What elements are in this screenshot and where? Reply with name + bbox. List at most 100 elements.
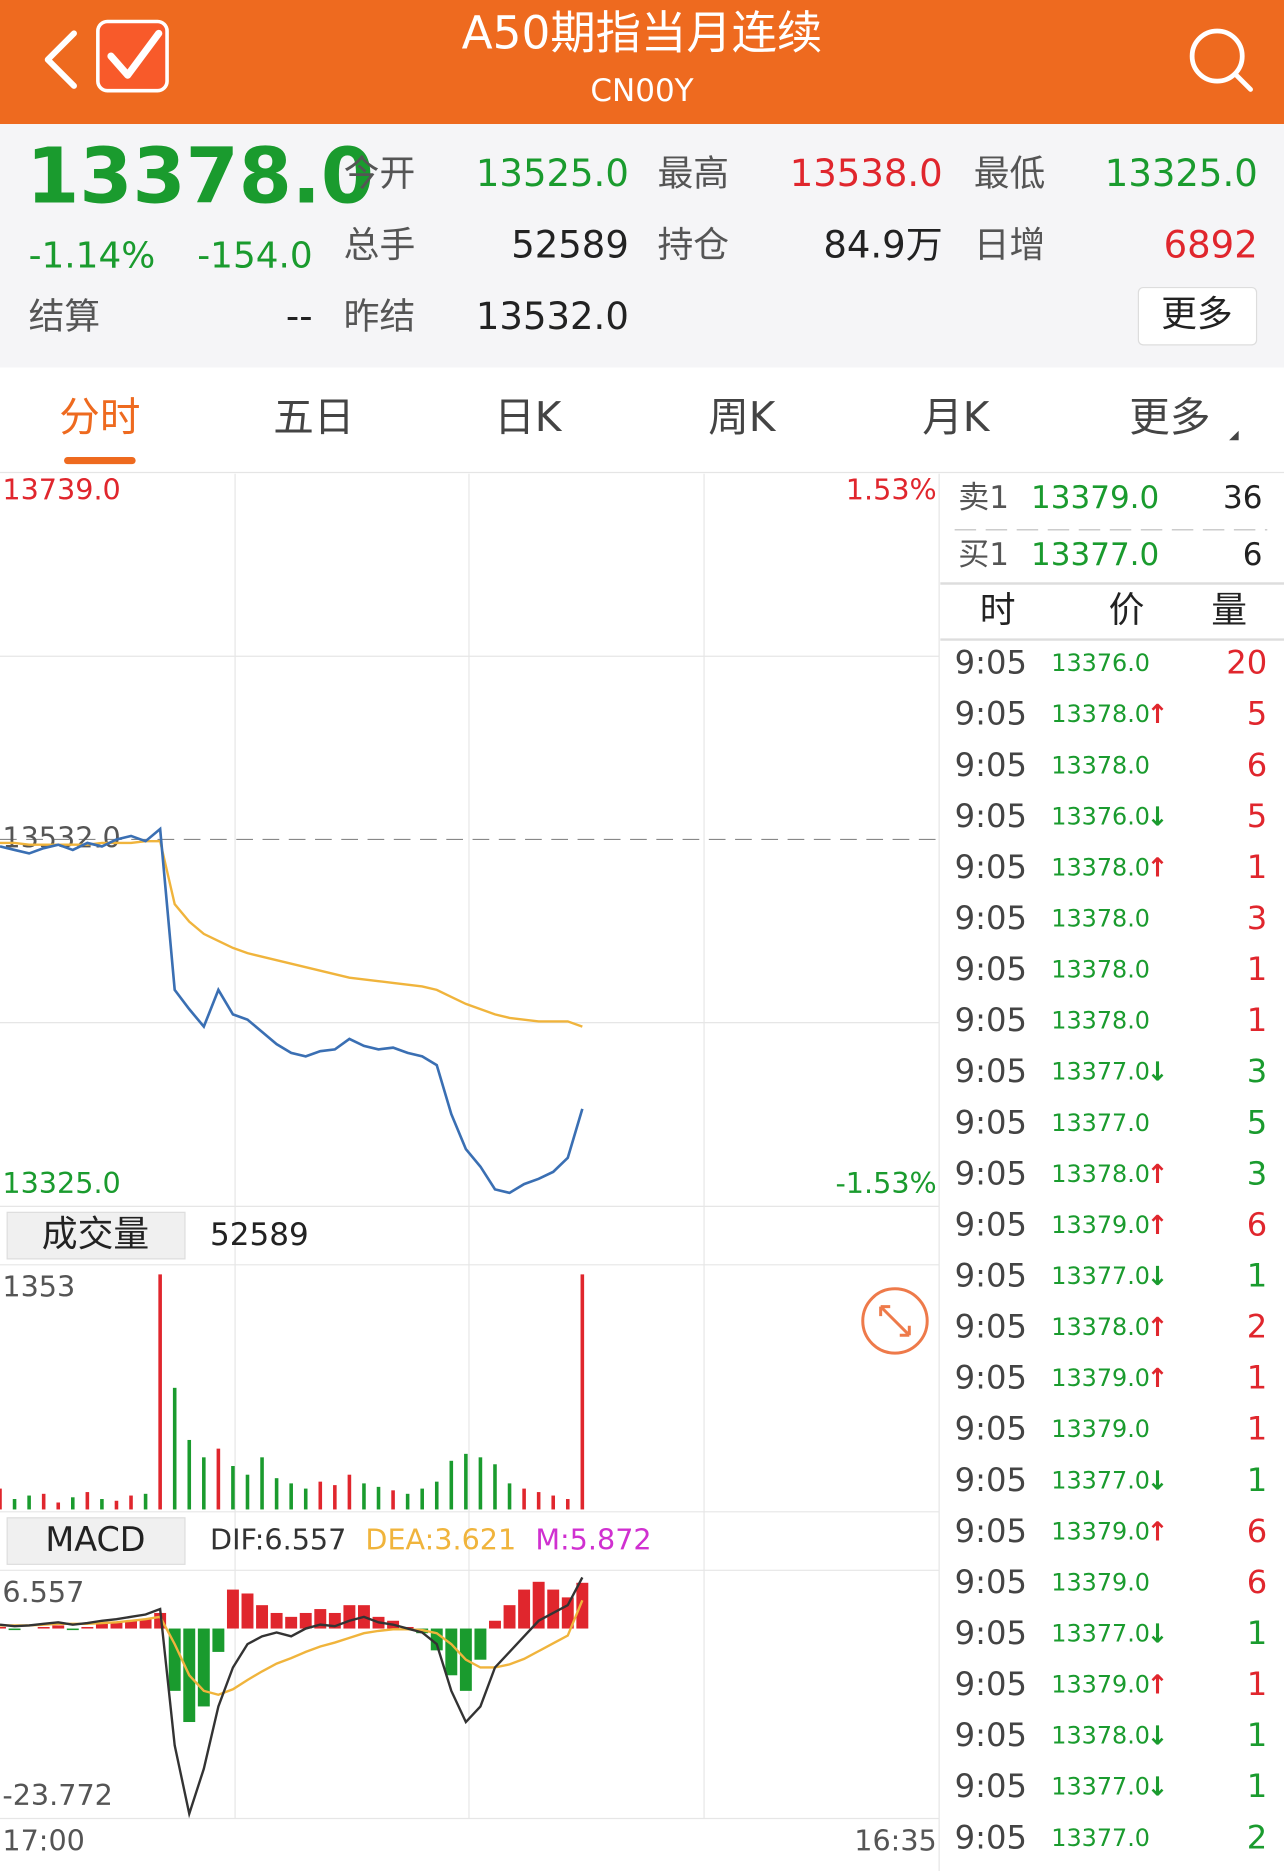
volume-bar — [580, 1274, 585, 1510]
field-value: 6892 — [1164, 224, 1258, 267]
field-value: 13538.0 — [790, 152, 943, 195]
y-tick-label: 13739.0 — [2, 473, 120, 507]
macd-bar — [0, 1626, 6, 1629]
macd-bar — [212, 1628, 225, 1652]
trade-qty: 5 — [1247, 695, 1268, 733]
volume-bar — [376, 1486, 381, 1510]
trade-dir: ↑ — [1147, 1364, 1169, 1394]
trade-dir: ↑ — [1147, 1671, 1169, 1701]
trade-time: 9:05 — [955, 1614, 1027, 1652]
trade-qty: 6 — [1247, 1512, 1268, 1550]
change-pct: -1.14% — [29, 236, 156, 277]
trade-dir: ↓ — [1147, 1058, 1169, 1088]
tab[interactable]: 更多 — [1129, 393, 1210, 441]
tab[interactable]: 五日 — [273, 393, 354, 441]
volume-bar — [347, 1474, 352, 1510]
trade-price: 13379.0 — [1051, 1517, 1150, 1545]
volume-bar — [420, 1488, 424, 1510]
x-tick-label: 16:35 — [854, 1823, 937, 1857]
volume-bar — [507, 1483, 512, 1510]
volume-tab[interactable] — [6, 1211, 186, 1260]
volume-bar — [245, 1474, 250, 1510]
trade-qty: 1 — [1247, 1461, 1268, 1499]
tab-bar — [0, 367, 1284, 473]
field-label: 日增 — [974, 225, 1046, 266]
volume-bar — [522, 1488, 526, 1510]
volume-bar — [333, 1485, 337, 1510]
volume-bar — [129, 1495, 133, 1510]
volume-bar — [41, 1493, 46, 1510]
field-label: 总手 — [344, 225, 416, 266]
volume-bar — [71, 1497, 75, 1510]
volume-title: 成交量 — [42, 1214, 149, 1255]
tab[interactable]: 周K — [708, 393, 777, 441]
trade-qty: 1 — [1247, 848, 1268, 886]
trade-price: 13378.0 — [1051, 1313, 1150, 1341]
tab[interactable]: 分时 — [59, 393, 140, 441]
trade-price: 13377.0 — [1051, 1466, 1150, 1494]
volume-bar — [565, 1499, 570, 1510]
macd-bar — [110, 1622, 123, 1629]
trade-qty: 1 — [1247, 1767, 1268, 1805]
book-qty: 36 — [1223, 480, 1262, 516]
macd-bar — [576, 1582, 589, 1629]
trade-qty: 6 — [1247, 1205, 1268, 1243]
watch-box — [96, 19, 169, 93]
field-label: 昨结 — [344, 297, 416, 338]
more-button[interactable] — [1137, 286, 1258, 346]
trade-qty: 20 — [1226, 644, 1267, 682]
trade-price: 13378.0 — [1051, 853, 1150, 881]
title: A50期指当月连续 — [462, 6, 823, 59]
y-tick-label: 6.557 — [2, 1575, 84, 1609]
search-button[interactable] — [1189, 28, 1253, 92]
trade-price: 13378.0 — [1051, 904, 1150, 932]
volume-bar — [362, 1483, 366, 1510]
line — [0, 1599, 584, 1697]
subtitle: CN00Y — [590, 73, 693, 109]
trade-time: 9:05 — [955, 1154, 1027, 1192]
volume-bar — [56, 1502, 61, 1510]
legend-entry: DEA:3.621 — [365, 1523, 516, 1557]
field-value: 84.9万 — [823, 224, 942, 267]
macd-bar — [241, 1593, 254, 1629]
trade-price: 13377.0 — [1051, 1824, 1150, 1852]
back-button[interactable] — [44, 30, 77, 89]
indicator-tab[interactable] — [6, 1517, 186, 1565]
volume-bar — [202, 1457, 206, 1510]
trade-time: 9:05 — [955, 1103, 1027, 1141]
watch-check — [107, 29, 163, 79]
y-tick-label: 13325.0 — [2, 1166, 120, 1200]
fullscreen-button[interactable] — [861, 1287, 929, 1355]
quote-panel — [0, 124, 1284, 368]
macd-bar — [226, 1589, 239, 1629]
macd-bar — [8, 1628, 21, 1631]
trade-price: 13379.0 — [1051, 1671, 1150, 1699]
trade-time: 9:05 — [955, 1410, 1027, 1448]
macd-bar — [81, 1626, 94, 1629]
trade-price: 13378.0 — [1051, 700, 1150, 728]
trade-qty: 5 — [1247, 1103, 1268, 1141]
volume-bar — [434, 1481, 439, 1510]
trade-qty: 1 — [1247, 950, 1268, 988]
trade-qty: 1 — [1247, 1614, 1268, 1652]
y-tick-label: 13532.0 — [2, 820, 120, 854]
trade-price: 13379.0 — [1051, 1568, 1150, 1596]
trade-dir: ↓ — [1147, 1722, 1169, 1752]
trade-time: 9:05 — [955, 695, 1027, 733]
trade-dir: ↓ — [1147, 1619, 1169, 1649]
macd-bar — [489, 1620, 501, 1629]
volume-bar — [231, 1466, 235, 1510]
field-value: 13525.0 — [476, 152, 629, 195]
trade-dir: ↑ — [1147, 1211, 1169, 1241]
tab[interactable]: 日K — [494, 393, 563, 441]
macd-bar — [299, 1612, 312, 1629]
trade-time: 9:05 — [955, 1359, 1027, 1397]
watch-toggle[interactable] — [96, 19, 169, 93]
macd-bar — [139, 1619, 152, 1629]
macd-bar — [518, 1589, 531, 1629]
trade-time: 9:05 — [955, 1512, 1027, 1550]
tab[interactable]: 月K — [922, 393, 991, 441]
volume-bar — [158, 1274, 162, 1510]
macd-bar — [256, 1605, 269, 1629]
trade-qty: 3 — [1247, 1154, 1268, 1192]
